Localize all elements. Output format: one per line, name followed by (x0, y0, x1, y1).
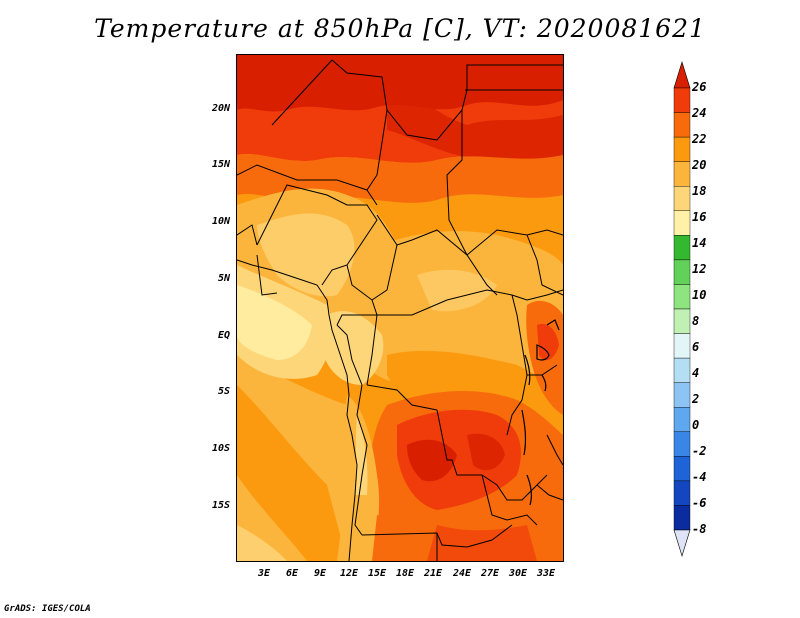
colorbar-tick-label: 8 (692, 314, 700, 328)
colorbar-tick-label: 6 (692, 340, 700, 354)
chart-title: Temperature at 850hPa [C], VT: 202008162… (94, 14, 706, 43)
lon-label-33e: 33E (536, 568, 556, 579)
colorbar-tick-label: 24 (692, 106, 707, 120)
colorbar-box (673, 382, 691, 408)
lat-label-20n: 20N (211, 103, 230, 114)
lon-label-21e: 21E (423, 568, 443, 579)
lon-label-30e: 30E (508, 568, 528, 579)
colorbar-tick-label: 2 (692, 392, 700, 406)
colorbar-box (673, 480, 691, 506)
colorbar-tick-label: 18 (692, 184, 707, 198)
colorbar-box (673, 357, 691, 383)
lon-label-3e: 3E (257, 568, 271, 579)
colorbar-tick-label: -8 (692, 522, 707, 536)
lon-label-15e: 15E (367, 568, 387, 579)
colorbar-tick-label: 22 (692, 132, 707, 146)
colorbar-box (673, 136, 691, 162)
temperature-map (236, 54, 564, 562)
colorbar-tick-label: 20 (692, 158, 707, 172)
lat-label-5n: 5N (217, 273, 230, 284)
colorbar-box (673, 87, 691, 113)
lon-label-6e: 6E (285, 568, 299, 579)
colorbar-box (673, 161, 691, 187)
colorbar-tick-label: 16 (692, 210, 707, 224)
colorbar-box (673, 112, 691, 138)
colorbar-box (673, 186, 691, 211)
colorbar-tick-label: 26 (692, 80, 707, 94)
lat-label-eq: EQ (217, 330, 230, 341)
lon-label-12e: 12E (339, 568, 359, 579)
colorbar-tick-label: 14 (692, 236, 707, 250)
lat-label-10n: 10N (211, 216, 230, 227)
lon-label-27e: 27E (480, 568, 500, 579)
lat-label-15n: 15N (211, 159, 230, 170)
colorbar-upper-arrow (673, 60, 691, 89)
colorbar-tick-label: -4 (692, 470, 707, 484)
colorbar-box (673, 333, 691, 359)
colorbar-box (673, 210, 691, 236)
colorbar (673, 60, 691, 558)
colorbar-lower-arrow (673, 529, 691, 558)
lat-label-5s: 5S (217, 386, 230, 397)
colorbar-box (673, 431, 691, 457)
colorbar-tick-label: -6 (692, 496, 707, 510)
colorbar-tick-label: 10 (692, 288, 707, 302)
colorbar-tick-label: 0 (692, 418, 700, 432)
lon-label-9e: 9E (313, 568, 327, 579)
colorbar-box (673, 505, 691, 531)
colorbar-tick-label: 4 (692, 366, 700, 380)
lat-label-10s: 10S (211, 443, 230, 454)
colorbar-tick-label: 12 (692, 262, 707, 276)
grads-credit: GrADS: IGES/COLA (4, 604, 91, 614)
colorbar-box (673, 284, 691, 310)
colorbar-box (673, 407, 691, 432)
colorbar-box (673, 259, 691, 285)
lon-label-24e: 24E (452, 568, 472, 579)
colorbar-box (673, 235, 691, 261)
lon-label-18e: 18E (395, 568, 415, 579)
colorbar-box (673, 308, 691, 334)
colorbar-tick-label: -2 (692, 444, 707, 458)
colorbar-box (673, 456, 691, 482)
lat-label-15s: 15S (211, 500, 230, 511)
